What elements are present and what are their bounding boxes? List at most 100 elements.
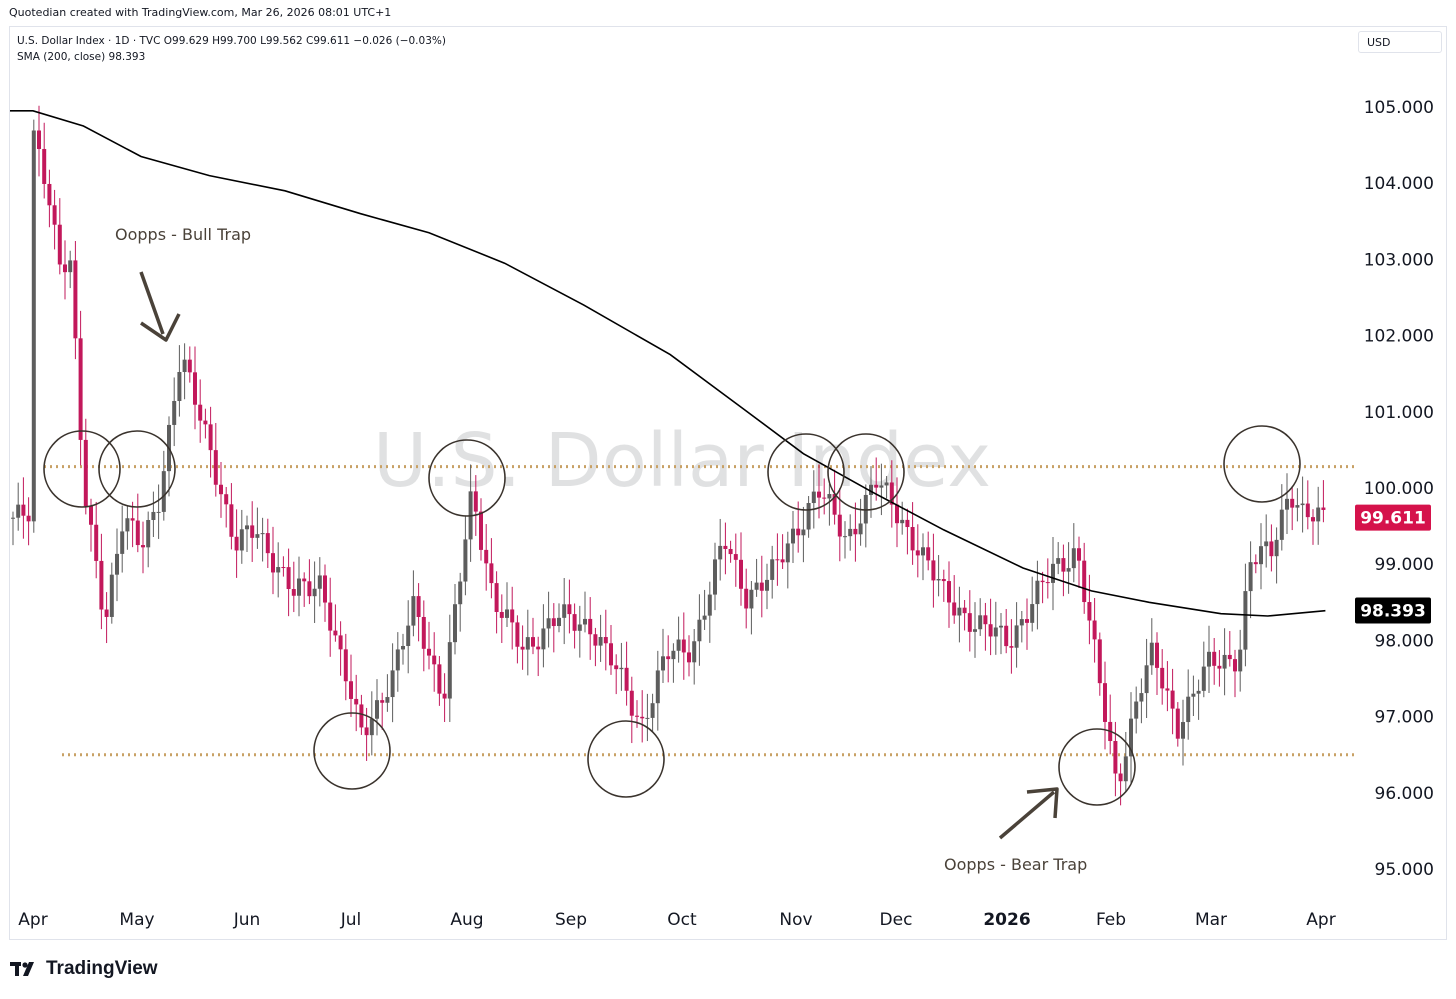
candle-body[interactable] (26, 515, 31, 522)
candle-body[interactable] (156, 511, 161, 513)
candle-body[interactable] (416, 596, 421, 617)
candle-body[interactable] (338, 635, 343, 650)
candle-body[interactable] (744, 588, 749, 609)
candle-body[interactable] (219, 484, 223, 495)
candle-body[interactable] (739, 559, 743, 589)
candle-body[interactable] (687, 652, 691, 663)
candle-body[interactable] (1295, 505, 1300, 508)
candle-body[interactable] (837, 514, 842, 537)
candle-body[interactable] (1316, 507, 1321, 522)
candle-body[interactable] (369, 718, 374, 736)
candle-body[interactable] (78, 338, 83, 440)
candle-body[interactable] (759, 582, 764, 591)
candle-body[interactable] (302, 578, 307, 582)
candle-body[interactable] (619, 667, 624, 670)
candle-body[interactable] (572, 614, 577, 631)
candle-body[interactable] (172, 400, 177, 425)
candle-body[interactable] (1233, 659, 1237, 672)
candle-body[interactable] (141, 545, 145, 548)
candle-body[interactable] (1155, 642, 1159, 668)
candle-body[interactable] (224, 494, 229, 505)
candle-body[interactable] (1051, 563, 1055, 583)
candle-body[interactable] (999, 625, 1003, 628)
candle-body[interactable] (99, 560, 104, 610)
candle-body[interactable] (354, 698, 359, 705)
tradingview-logo[interactable]: TradingView (10, 958, 158, 980)
candle-body[interactable] (42, 148, 47, 184)
candle-body[interactable] (1030, 604, 1035, 623)
candle-body[interactable] (1040, 580, 1045, 583)
candle-body[interactable] (624, 667, 629, 691)
candle-body[interactable] (234, 536, 239, 551)
candle-body[interactable] (1066, 568, 1071, 572)
candle-body[interactable] (203, 420, 208, 425)
candle-body[interactable] (650, 703, 655, 718)
candle-body[interactable] (104, 609, 109, 617)
candle-body[interactable] (229, 504, 234, 537)
candle-body[interactable] (1134, 701, 1139, 719)
candle-body[interactable] (593, 634, 598, 646)
candle-body[interactable] (245, 525, 249, 530)
candle-body[interactable] (983, 615, 988, 625)
candle-body[interactable] (947, 581, 951, 603)
candle-body[interactable] (57, 224, 62, 265)
highlight-circle[interactable] (428, 439, 506, 517)
candle-body[interactable] (702, 615, 707, 620)
candle-body[interactable] (135, 520, 140, 546)
candle-body[interactable] (182, 359, 187, 373)
candle-body[interactable] (447, 642, 452, 699)
candle-body[interactable] (879, 485, 884, 488)
candle-body[interactable] (1259, 546, 1263, 565)
candle-body[interactable] (858, 523, 863, 535)
candle-body[interactable] (536, 646, 541, 650)
candle-body[interactable] (1071, 548, 1076, 569)
candle-body[interactable] (791, 528, 795, 544)
candle-body[interactable] (68, 260, 73, 273)
candle-body[interactable] (125, 518, 130, 532)
candle-body[interactable] (1227, 654, 1232, 660)
candle-body[interactable] (733, 554, 738, 560)
candle-body[interactable] (494, 583, 499, 612)
candle-body[interactable] (978, 615, 983, 630)
bull-trap-arrow[interactable] (139, 271, 165, 335)
candle-body[interactable] (1019, 619, 1024, 626)
candle-body[interactable] (1118, 773, 1123, 782)
candle-body[interactable] (146, 520, 151, 548)
candle-body[interactable] (1285, 498, 1289, 510)
candle-body[interactable] (73, 260, 78, 339)
candle-body[interactable] (1170, 690, 1175, 709)
candle-body[interactable] (900, 519, 905, 524)
candle-body[interactable] (328, 602, 333, 631)
candle-body[interactable] (1014, 625, 1019, 648)
candle-body[interactable] (676, 639, 681, 651)
candle-body[interactable] (874, 484, 879, 488)
candle-body[interactable] (770, 559, 775, 580)
candle-body[interactable] (1025, 619, 1029, 623)
candle-body[interactable] (588, 618, 593, 635)
candle-body[interactable] (806, 503, 811, 530)
candle-body[interactable] (1035, 580, 1040, 605)
highlight-circle[interactable] (98, 430, 176, 508)
candle-body[interactable] (754, 582, 759, 590)
candle-body[interactable] (1165, 688, 1170, 691)
candle-body[interactable] (1274, 539, 1279, 557)
candle-body[interactable] (317, 575, 322, 589)
candle-body[interactable] (811, 491, 816, 504)
candle-body[interactable] (1253, 562, 1258, 565)
candle-body[interactable] (728, 548, 733, 555)
candle-body[interactable] (401, 645, 405, 650)
candle-body[interactable] (775, 559, 780, 561)
candle-body[interactable] (1207, 651, 1211, 667)
candle-body[interactable] (515, 622, 520, 647)
candle-body[interactable] (47, 183, 52, 206)
candle-body[interactable] (130, 518, 135, 521)
candle-body[interactable] (967, 613, 972, 632)
candle-body[interactable] (749, 589, 754, 609)
candle-body[interactable] (1175, 708, 1180, 739)
candle-body[interactable] (952, 602, 957, 616)
candle-body[interactable] (827, 494, 832, 499)
candle-body[interactable] (1196, 690, 1201, 694)
highlight-circle[interactable] (1058, 728, 1136, 806)
candle-body[interactable] (505, 609, 509, 618)
